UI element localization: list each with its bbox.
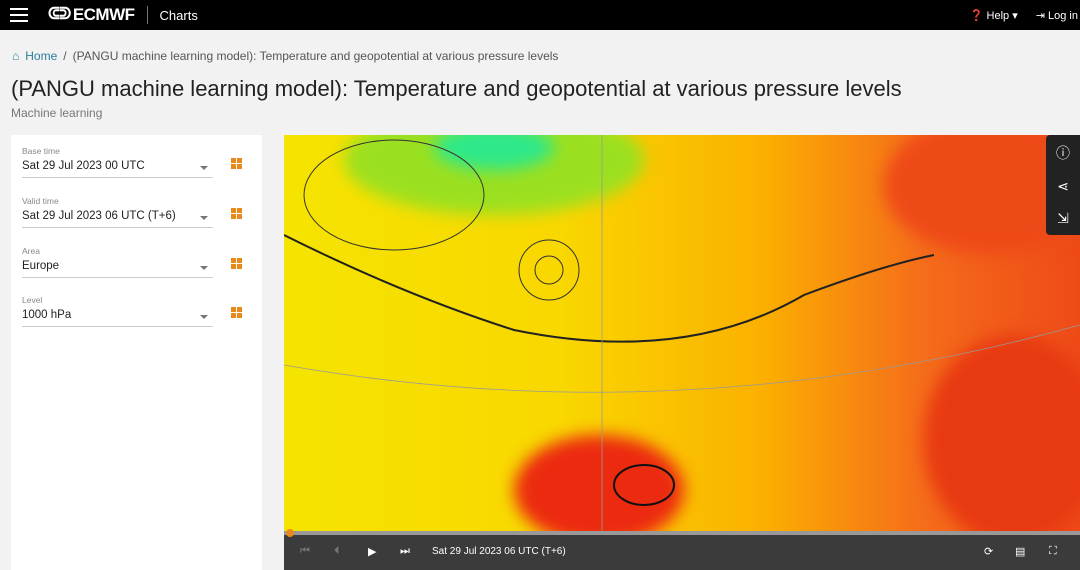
loop-icon[interactable]: ⟳ [984,546,994,558]
login-icon: ⇥ [1035,9,1045,22]
map-region [434,135,554,170]
area-select[interactable]: Europe [22,256,213,278]
map-contours [284,135,1080,531]
breadcrumb-current: (PANGU machine learning model): Temperat… [72,49,559,63]
grid-icon[interactable] [231,258,242,269]
layers-icon[interactable]: ▤ [1015,546,1026,558]
login-link[interactable]: ⇥ Log in [1036,9,1078,22]
field-label: Level [22,295,43,305]
timeline-handle[interactable] [286,529,294,537]
menu-icon[interactable] [10,8,28,22]
valid-time-field[interactable]: Valid time Sat 29 Jul 2023 06 UTC (T+6) [22,196,252,228]
login-label: Log in [1048,9,1078,22]
share-icon[interactable]: ⋖ [1057,177,1069,194]
level-select[interactable]: 1000 hPa [22,305,213,327]
divider [146,6,148,24]
export-icon[interactable]: ⇲ [1057,210,1069,227]
grid-icon[interactable] [231,208,242,219]
animation-player: ⏮ ⏴ ▶ ⏭ Sat 29 Jul 2023 06 UTC (T+6) ⟳ ▤… [284,529,1080,570]
previous-frame-icon[interactable]: ⏴ [334,545,340,557]
current-time: Sat 29 Jul 2023 06 UTC (T+6) [432,546,566,557]
field-label: Base time [22,146,60,156]
help-menu[interactable]: ❓ Help ▾ [969,9,1018,22]
page-subtitle: Machine learning [11,106,103,120]
top-bar: ᕳᕲ ECMWF Charts ❓ Help ▾ ⇥ Log in [0,0,1080,30]
fullscreen-icon[interactable]: ⛶ [1049,545,1057,557]
base-time-field[interactable]: Base time Sat 29 Jul 2023 00 UTC [22,146,252,178]
grid-icon[interactable] [231,307,242,318]
valid-time-select[interactable]: Sat 29 Jul 2023 06 UTC (T+6) [22,206,213,228]
base-time-select[interactable]: Sat 29 Jul 2023 00 UTC [22,156,213,178]
help-label: Help [986,9,1010,22]
first-frame-icon[interactable]: ⏮ [300,545,310,557]
field-label: Valid time [22,196,59,206]
breadcrumb: ⌂ Home / (PANGU machine learning model):… [0,30,1080,63]
brand: ECMWF [72,5,135,24]
play-icon[interactable]: ▶ [368,546,377,558]
home-icon: ⌂ [12,49,20,63]
charts-link[interactable]: Charts [159,7,198,23]
level-field[interactable]: Level 1000 hPa [22,295,252,327]
ecmwf-logo[interactable]: ᕳᕲ ECMWF [48,5,135,24]
settings-panel: Base time Sat 29 Jul 2023 00 UTC Valid t… [11,135,262,570]
map-region [514,435,684,531]
map-toolbar: ⓘ ⋖ ⇲ [1046,135,1080,235]
grid-icon[interactable] [231,158,242,169]
field-label: Area [22,246,40,256]
timeline-slider[interactable] [284,529,1080,537]
info-icon[interactable]: ⓘ [1056,144,1070,161]
breadcrumb-separator: / [63,49,67,63]
page-title: (PANGU machine learning model): Temperat… [11,76,902,101]
breadcrumb-home[interactable]: Home [25,49,58,63]
weather-map[interactable] [284,135,1080,531]
help-icon: ❓ [969,9,984,22]
map-region [924,335,1080,531]
area-field[interactable]: Area Europe [22,246,252,278]
next-frame-icon[interactable]: ⏭ [400,545,410,557]
